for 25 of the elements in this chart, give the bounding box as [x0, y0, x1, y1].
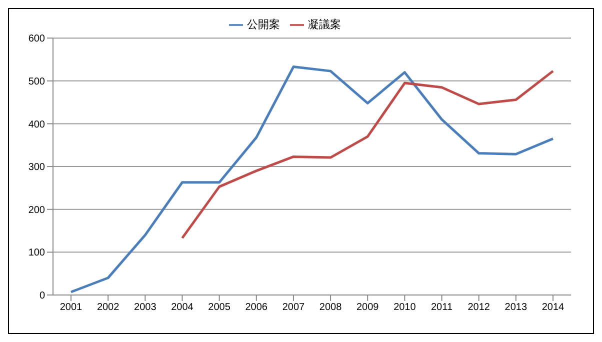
x-tick-label: 2012	[468, 302, 490, 314]
x-tick-label: 2005	[208, 302, 231, 314]
x-tick-label: 2013	[504, 302, 528, 314]
y-tick-label: 200	[28, 204, 46, 216]
x-tick-label: 2010	[394, 302, 416, 314]
x-tick-label: 2008	[319, 302, 342, 314]
x-tick-label: 2006	[245, 302, 268, 314]
legend-label: 公開案	[247, 19, 280, 31]
x-tick-label: 2004	[171, 302, 194, 314]
legend-label: 凝議案	[308, 19, 341, 31]
x-tick-label: 2003	[134, 302, 157, 314]
line-series	[70, 66, 554, 294]
x-tick-label: 2009	[356, 302, 380, 314]
y-tick-label: 0	[39, 290, 46, 302]
y-tick-label: 500	[28, 76, 46, 88]
y-tick-label: 100	[28, 248, 46, 259]
y-tick-label: 400	[28, 119, 46, 130]
x-tick-label: 2007	[282, 302, 306, 314]
line-series	[180, 70, 554, 240]
y-tick-label: 600	[28, 34, 46, 45]
x-tick-label: 2001	[60, 302, 83, 314]
y-tick-label: 300	[28, 162, 46, 174]
x-tick-label: 2011	[431, 302, 453, 314]
x-tick-label: 2014	[542, 302, 565, 314]
x-tick-label: 2002	[96, 302, 120, 314]
